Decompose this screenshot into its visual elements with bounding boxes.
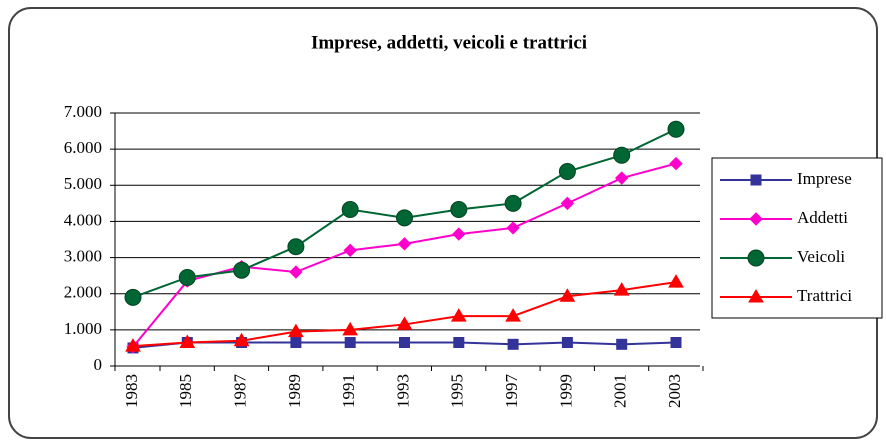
data-point	[558, 163, 576, 181]
data-point	[343, 243, 357, 258]
data-point	[341, 201, 359, 219]
y-tick-label: 3.000	[64, 246, 102, 265]
x-tick-label: 1999	[556, 374, 575, 408]
data-point	[288, 323, 304, 338]
data-point	[668, 274, 684, 288]
y-tick-label: 2.000	[64, 283, 102, 302]
data-point	[399, 337, 410, 349]
data-point	[450, 308, 467, 322]
legend-label: Trattrici	[797, 286, 852, 305]
data-point	[233, 332, 250, 347]
data-point	[505, 308, 521, 322]
data-point	[667, 120, 685, 138]
data-point	[290, 337, 302, 349]
data-point	[613, 282, 630, 296]
data-point	[344, 337, 356, 349]
data-point	[670, 337, 682, 349]
data-point	[506, 221, 520, 235]
legend-marker	[748, 289, 764, 303]
data-point	[396, 209, 413, 227]
x-tick-label: 1989	[285, 374, 304, 408]
data-point	[559, 288, 576, 302]
legend-label: Imprese	[797, 169, 852, 188]
y-tick-label: 0	[94, 355, 103, 374]
data-point	[452, 227, 466, 241]
data-point	[179, 334, 196, 349]
legend-label: Veicoli	[797, 247, 845, 266]
x-tick-label: 1985	[176, 374, 195, 408]
data-point	[289, 265, 303, 279]
x-tick-label: 1997	[502, 374, 521, 409]
data-point	[453, 337, 465, 349]
data-point	[397, 237, 412, 251]
x-tick-label: 1991	[339, 374, 358, 408]
data-point	[669, 156, 683, 171]
x-tick-label: 2001	[611, 374, 630, 408]
x-tick-label: 1987	[231, 374, 250, 409]
data-point	[614, 171, 629, 185]
legend-marker	[750, 174, 762, 186]
x-tick-label: 1993	[393, 374, 412, 408]
data-point	[616, 338, 628, 350]
data-point	[396, 316, 413, 330]
data-point	[124, 288, 142, 306]
x-tick-label: 1983	[122, 374, 141, 408]
legend-marker	[747, 249, 765, 267]
y-tick-label: 5.000	[64, 174, 102, 193]
data-point	[613, 146, 631, 164]
x-tick-label: 1995	[448, 374, 467, 408]
data-point	[507, 338, 519, 350]
data-point	[178, 268, 196, 286]
data-point	[560, 196, 575, 211]
y-tick-label: 1.000	[64, 319, 102, 338]
data-point	[342, 321, 359, 336]
legend-box	[711, 157, 883, 319]
y-tick-label: 6.000	[64, 138, 102, 157]
legend-marker	[749, 212, 763, 226]
chart-title: Imprese, addetti, veicoli e trattrici	[311, 32, 587, 53]
data-point	[450, 201, 468, 219]
y-tick-label: 7.000	[64, 102, 102, 121]
x-tick-label: 2003	[665, 374, 684, 408]
legend-label: Addetti	[797, 208, 848, 227]
data-point	[561, 337, 573, 349]
data-point	[125, 338, 141, 352]
data-point	[287, 238, 305, 256]
data-point	[504, 194, 522, 212]
y-tick-label: 4.000	[64, 210, 102, 229]
data-point	[233, 261, 251, 279]
